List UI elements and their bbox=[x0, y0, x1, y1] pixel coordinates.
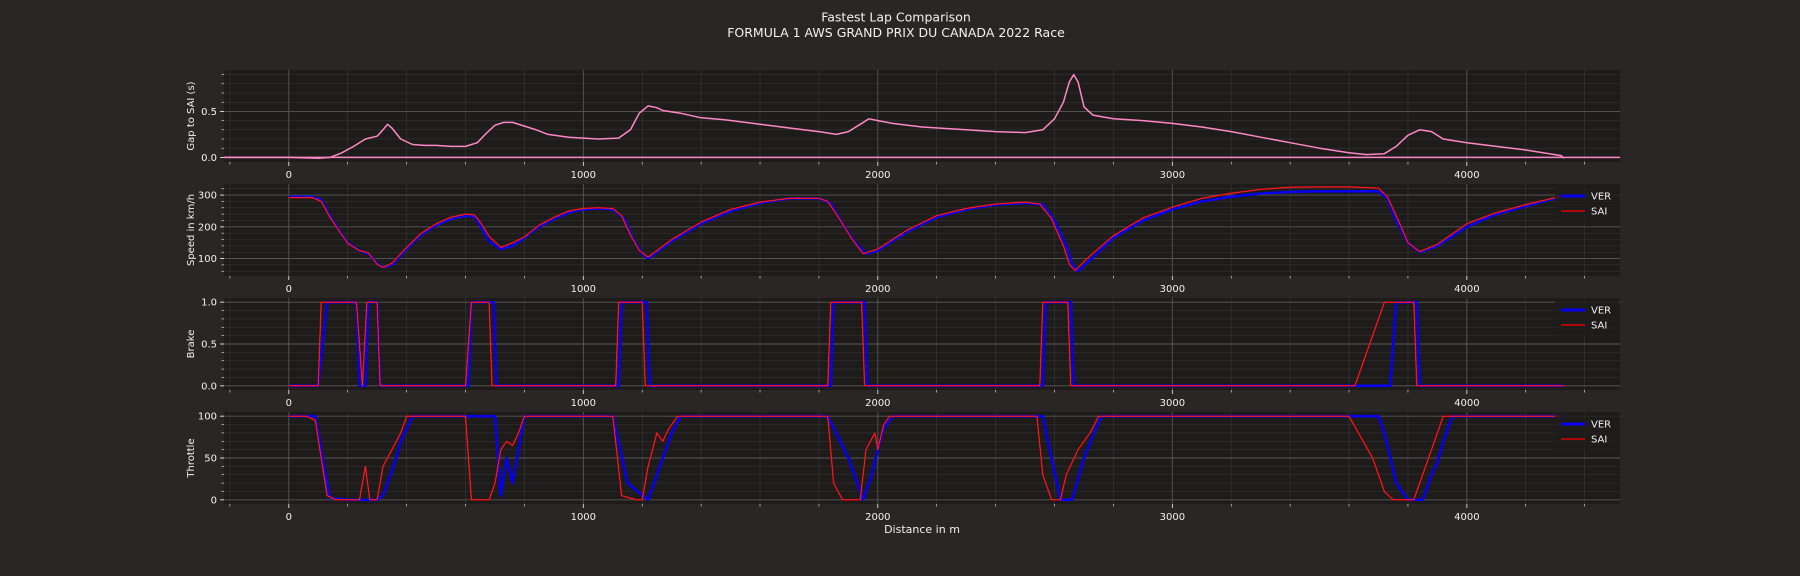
panel-background bbox=[224, 184, 1620, 276]
legend-background bbox=[1555, 186, 1619, 222]
legend: VER SAI bbox=[1555, 414, 1619, 450]
x-tick-label: 1000 bbox=[571, 284, 596, 295]
series-line-gap bbox=[224, 73, 1565, 160]
panel-brake: 0 1000 2000 3000 4000 0.0 0.5 1.0 Brake VER SAI bbox=[186, 298, 1620, 409]
y-axis-label: Gap to SAI (s) bbox=[186, 81, 197, 150]
x-tick-label: 0 bbox=[286, 512, 292, 523]
y-tick-label: 100 bbox=[198, 412, 217, 423]
y-axis-label: Brake bbox=[186, 330, 197, 359]
x-tick-label: 1000 bbox=[571, 170, 596, 181]
panel-gap: 0 1000 2000 3000 4000 0.0 0.5 Gap to SAI (s) bbox=[186, 70, 1620, 181]
x-tick-label: 0 bbox=[286, 170, 292, 181]
chart-title: Fastest Lap Comparison bbox=[821, 10, 971, 25]
legend-label-sai: SAI bbox=[1591, 207, 1607, 218]
x-tick-label: 4000 bbox=[1454, 284, 1479, 295]
legend-background bbox=[1555, 300, 1619, 336]
y-axis-label: Throttle bbox=[186, 438, 197, 478]
y-tick-label: 100 bbox=[198, 254, 217, 265]
x-tick-label: 0 bbox=[286, 284, 292, 295]
x-axis-label: Distance in m bbox=[884, 523, 960, 536]
y-tick-label: 1.0 bbox=[201, 298, 217, 309]
x-tick-label: 3000 bbox=[1160, 284, 1185, 295]
panel-throttle: 0 1000 2000 3000 4000 0 50 100 Throttle VER SAI bbox=[186, 412, 1620, 523]
y-tick-label: 300 bbox=[198, 191, 217, 202]
x-tick-label: 3000 bbox=[1160, 398, 1185, 409]
legend-label-sai: SAI bbox=[1591, 321, 1607, 332]
chart-subtitle: FORMULA 1 AWS GRAND PRIX DU CANADA 2022 … bbox=[727, 25, 1065, 40]
series-line-sai-highlight bbox=[288, 302, 1564, 386]
x-tick-label: 3000 bbox=[1160, 170, 1185, 181]
x-tick-label: 2000 bbox=[865, 170, 890, 181]
legend-background bbox=[1555, 414, 1619, 450]
x-tick-label: 2000 bbox=[865, 398, 890, 409]
legend-label-ver: VER bbox=[1591, 306, 1611, 317]
y-tick-label: 0.5 bbox=[201, 340, 217, 351]
series-line-sai-highlight bbox=[288, 186, 1562, 271]
x-tick-label: 1000 bbox=[571, 398, 596, 409]
y-tick-label: 0 bbox=[211, 495, 217, 506]
y-tick-label: 0.0 bbox=[201, 381, 217, 392]
y-axis-label: Speed in km/h bbox=[186, 194, 197, 266]
legend: VER SAI bbox=[1555, 300, 1619, 336]
y-tick-label: 0.5 bbox=[201, 107, 217, 118]
y-tick-label: 200 bbox=[198, 222, 217, 233]
legend-label-sai: SAI bbox=[1591, 435, 1607, 446]
x-tick-label: 2000 bbox=[865, 512, 890, 523]
x-tick-label: 4000 bbox=[1454, 170, 1479, 181]
legend-label-ver: VER bbox=[1591, 192, 1611, 203]
x-tick-label: 0 bbox=[286, 398, 292, 409]
x-tick-label: 4000 bbox=[1454, 398, 1479, 409]
series-line-sai-highlight bbox=[288, 416, 1562, 500]
y-tick-label: 0.0 bbox=[201, 153, 217, 164]
x-tick-label: 3000 bbox=[1160, 512, 1185, 523]
legend-label-ver: VER bbox=[1591, 420, 1611, 431]
x-tick-label: 4000 bbox=[1454, 512, 1479, 523]
x-tick-label: 1000 bbox=[571, 512, 596, 523]
legend: VER SAI bbox=[1555, 186, 1619, 222]
x-tick-label: 2000 bbox=[865, 284, 890, 295]
y-tick-label: 50 bbox=[204, 454, 217, 465]
